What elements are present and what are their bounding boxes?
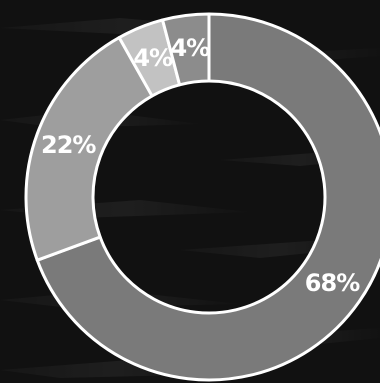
slice-label-1: 22% bbox=[41, 131, 96, 159]
donut-labels: 68% 22% 4%4% bbox=[41, 34, 361, 297]
donut-slice-3 bbox=[161, 12, 211, 87]
donut-slices bbox=[24, 12, 380, 382]
donut-slice-0 bbox=[35, 12, 380, 382]
slice-label-0: 68% bbox=[305, 269, 360, 297]
slice-label-2: 4% bbox=[133, 44, 173, 72]
slice-label-3: 4% bbox=[170, 34, 210, 62]
